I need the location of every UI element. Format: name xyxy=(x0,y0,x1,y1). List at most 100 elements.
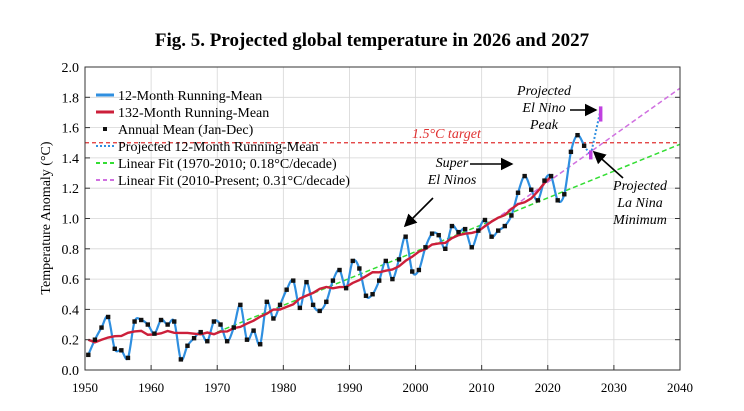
annual-mean-marker xyxy=(317,308,322,314)
annual-mean-marker xyxy=(105,314,111,320)
y-tick-label: 1.6 xyxy=(62,122,80,137)
annotation-arrow xyxy=(403,197,434,228)
annual-mean-marker xyxy=(310,302,316,308)
annual-mean-marker xyxy=(277,302,283,308)
annotation-text: Projected xyxy=(516,84,572,99)
annual-mean-marker xyxy=(99,325,104,330)
annual-mean-marker xyxy=(304,279,309,285)
legend: 12-Month Running-Mean 132-Month Running-M… xyxy=(96,89,350,189)
y-tick-label: 0.0 xyxy=(62,364,80,379)
annual-mean-marker xyxy=(495,228,501,233)
annual-mean-marker xyxy=(482,217,488,223)
x-tick-label: 1970 xyxy=(204,380,230,395)
annual-mean-marker xyxy=(284,287,289,292)
annual-mean-marker xyxy=(205,339,210,344)
legend-swatch xyxy=(103,127,107,131)
annotation-text: Peak xyxy=(529,118,559,133)
x-tick-label: 2000 xyxy=(403,380,429,395)
y-tick-label: 0.4 xyxy=(62,303,80,318)
annual-mean-marker xyxy=(86,352,91,358)
annual-mean-marker xyxy=(244,337,250,342)
annual-mean-marker xyxy=(152,331,157,336)
annual-mean-marker xyxy=(436,232,441,238)
annotation-text: Minimum xyxy=(612,213,667,228)
chart-title: Fig. 5. Projected global temperature in … xyxy=(155,30,590,51)
annual-mean-marker xyxy=(330,278,336,283)
annual-mean-marker xyxy=(429,231,435,236)
annual-mean-marker xyxy=(575,132,580,138)
annual-mean-marker xyxy=(264,299,270,305)
legend-label: 12-Month Running-Mean xyxy=(118,89,262,104)
x-tick-label: 1950 xyxy=(72,380,98,395)
annual-mean-marker xyxy=(324,299,329,305)
annual-mean-marker xyxy=(238,302,243,308)
annual-mean-marker xyxy=(198,329,203,335)
x-tick-label: 1990 xyxy=(336,380,362,395)
legend-label: Annual Mean (Jan-Dec) xyxy=(118,123,254,138)
annual-mean-marker xyxy=(145,322,151,327)
annotation-text: El Nino xyxy=(521,101,565,116)
annual-mean-marker xyxy=(555,198,560,203)
annual-mean-marker xyxy=(251,328,256,333)
annotations: 1.5°C target Super El Ninos Projected El Nin… xyxy=(403,84,668,228)
annual-mean-marker xyxy=(257,342,263,347)
annual-mean-marker xyxy=(515,190,521,195)
annual-mean-marker xyxy=(165,322,170,327)
annual-mean-marker xyxy=(403,234,408,239)
annual-mean-marker xyxy=(92,337,98,342)
annual-mean-marker xyxy=(224,339,230,344)
y-tick-label: 0.6 xyxy=(62,273,80,288)
x-tick-label: 2020 xyxy=(535,380,561,395)
annual-mean-marker xyxy=(291,278,296,283)
y-tick-label: 1.4 xyxy=(62,152,80,167)
annual-mean-marker xyxy=(509,213,514,218)
annual-mean-marker xyxy=(390,276,395,282)
annual-mean-marker xyxy=(211,319,217,324)
annual-mean-marker xyxy=(271,316,276,321)
annual-mean-marker xyxy=(172,319,177,324)
annotation-text: Projected xyxy=(612,179,668,194)
annual-mean-marker xyxy=(376,278,382,283)
annual-mean-marker xyxy=(568,149,574,155)
running-mean-132-month-line xyxy=(87,175,552,344)
ticks: 1950 1960 1970 1980 1990 2000 2010 2020 2030 2040… xyxy=(62,61,694,395)
x-tick-label: 1980 xyxy=(270,380,296,395)
x-tick-label: 2010 xyxy=(469,380,495,395)
annual-mean-marker xyxy=(383,258,389,264)
annual-mean-marker xyxy=(469,245,474,250)
annual-mean-marker xyxy=(548,173,554,179)
annual-mean-marker xyxy=(449,223,455,229)
annual-mean-marker xyxy=(370,292,375,297)
annual-mean-marker xyxy=(581,143,587,148)
annual-mean-marker xyxy=(522,173,527,179)
annotation-arrow xyxy=(592,150,624,179)
annotation-text: El Ninos xyxy=(427,173,477,188)
y-tick-label: 0.8 xyxy=(62,243,80,258)
y-tick-label: 0.2 xyxy=(62,334,80,349)
y-tick-label: 1.0 xyxy=(62,213,80,228)
annual-mean-marker xyxy=(119,348,124,353)
target-label: 1.5°C target xyxy=(412,127,482,142)
annual-mean-marker xyxy=(502,223,508,229)
annual-mean-marker xyxy=(456,229,461,235)
annual-mean-marker xyxy=(542,178,547,183)
series xyxy=(86,106,603,362)
annual-mean-marker xyxy=(529,187,534,192)
annual-mean-marker xyxy=(297,305,303,311)
annual-mean-marker xyxy=(423,245,428,250)
annual-mean-marker xyxy=(178,357,184,362)
legend-label: Linear Fit (2010-Present; 0.31°C/decade) xyxy=(118,174,350,189)
x-tick-label: 2040 xyxy=(667,380,693,395)
y-tick-label: 1.8 xyxy=(62,91,80,106)
annual-mean-marker xyxy=(343,285,349,291)
annual-mean-marker xyxy=(489,234,494,239)
annotation-text: La Nina xyxy=(616,196,663,211)
annual-mean-marker xyxy=(112,346,117,351)
annual-mean-marker xyxy=(416,267,422,273)
annual-mean-marker xyxy=(231,325,236,330)
annual-mean-marker xyxy=(476,228,481,233)
annual-mean-marker xyxy=(132,319,137,324)
annual-mean-marker xyxy=(125,355,131,361)
annual-mean-marker xyxy=(462,226,468,232)
